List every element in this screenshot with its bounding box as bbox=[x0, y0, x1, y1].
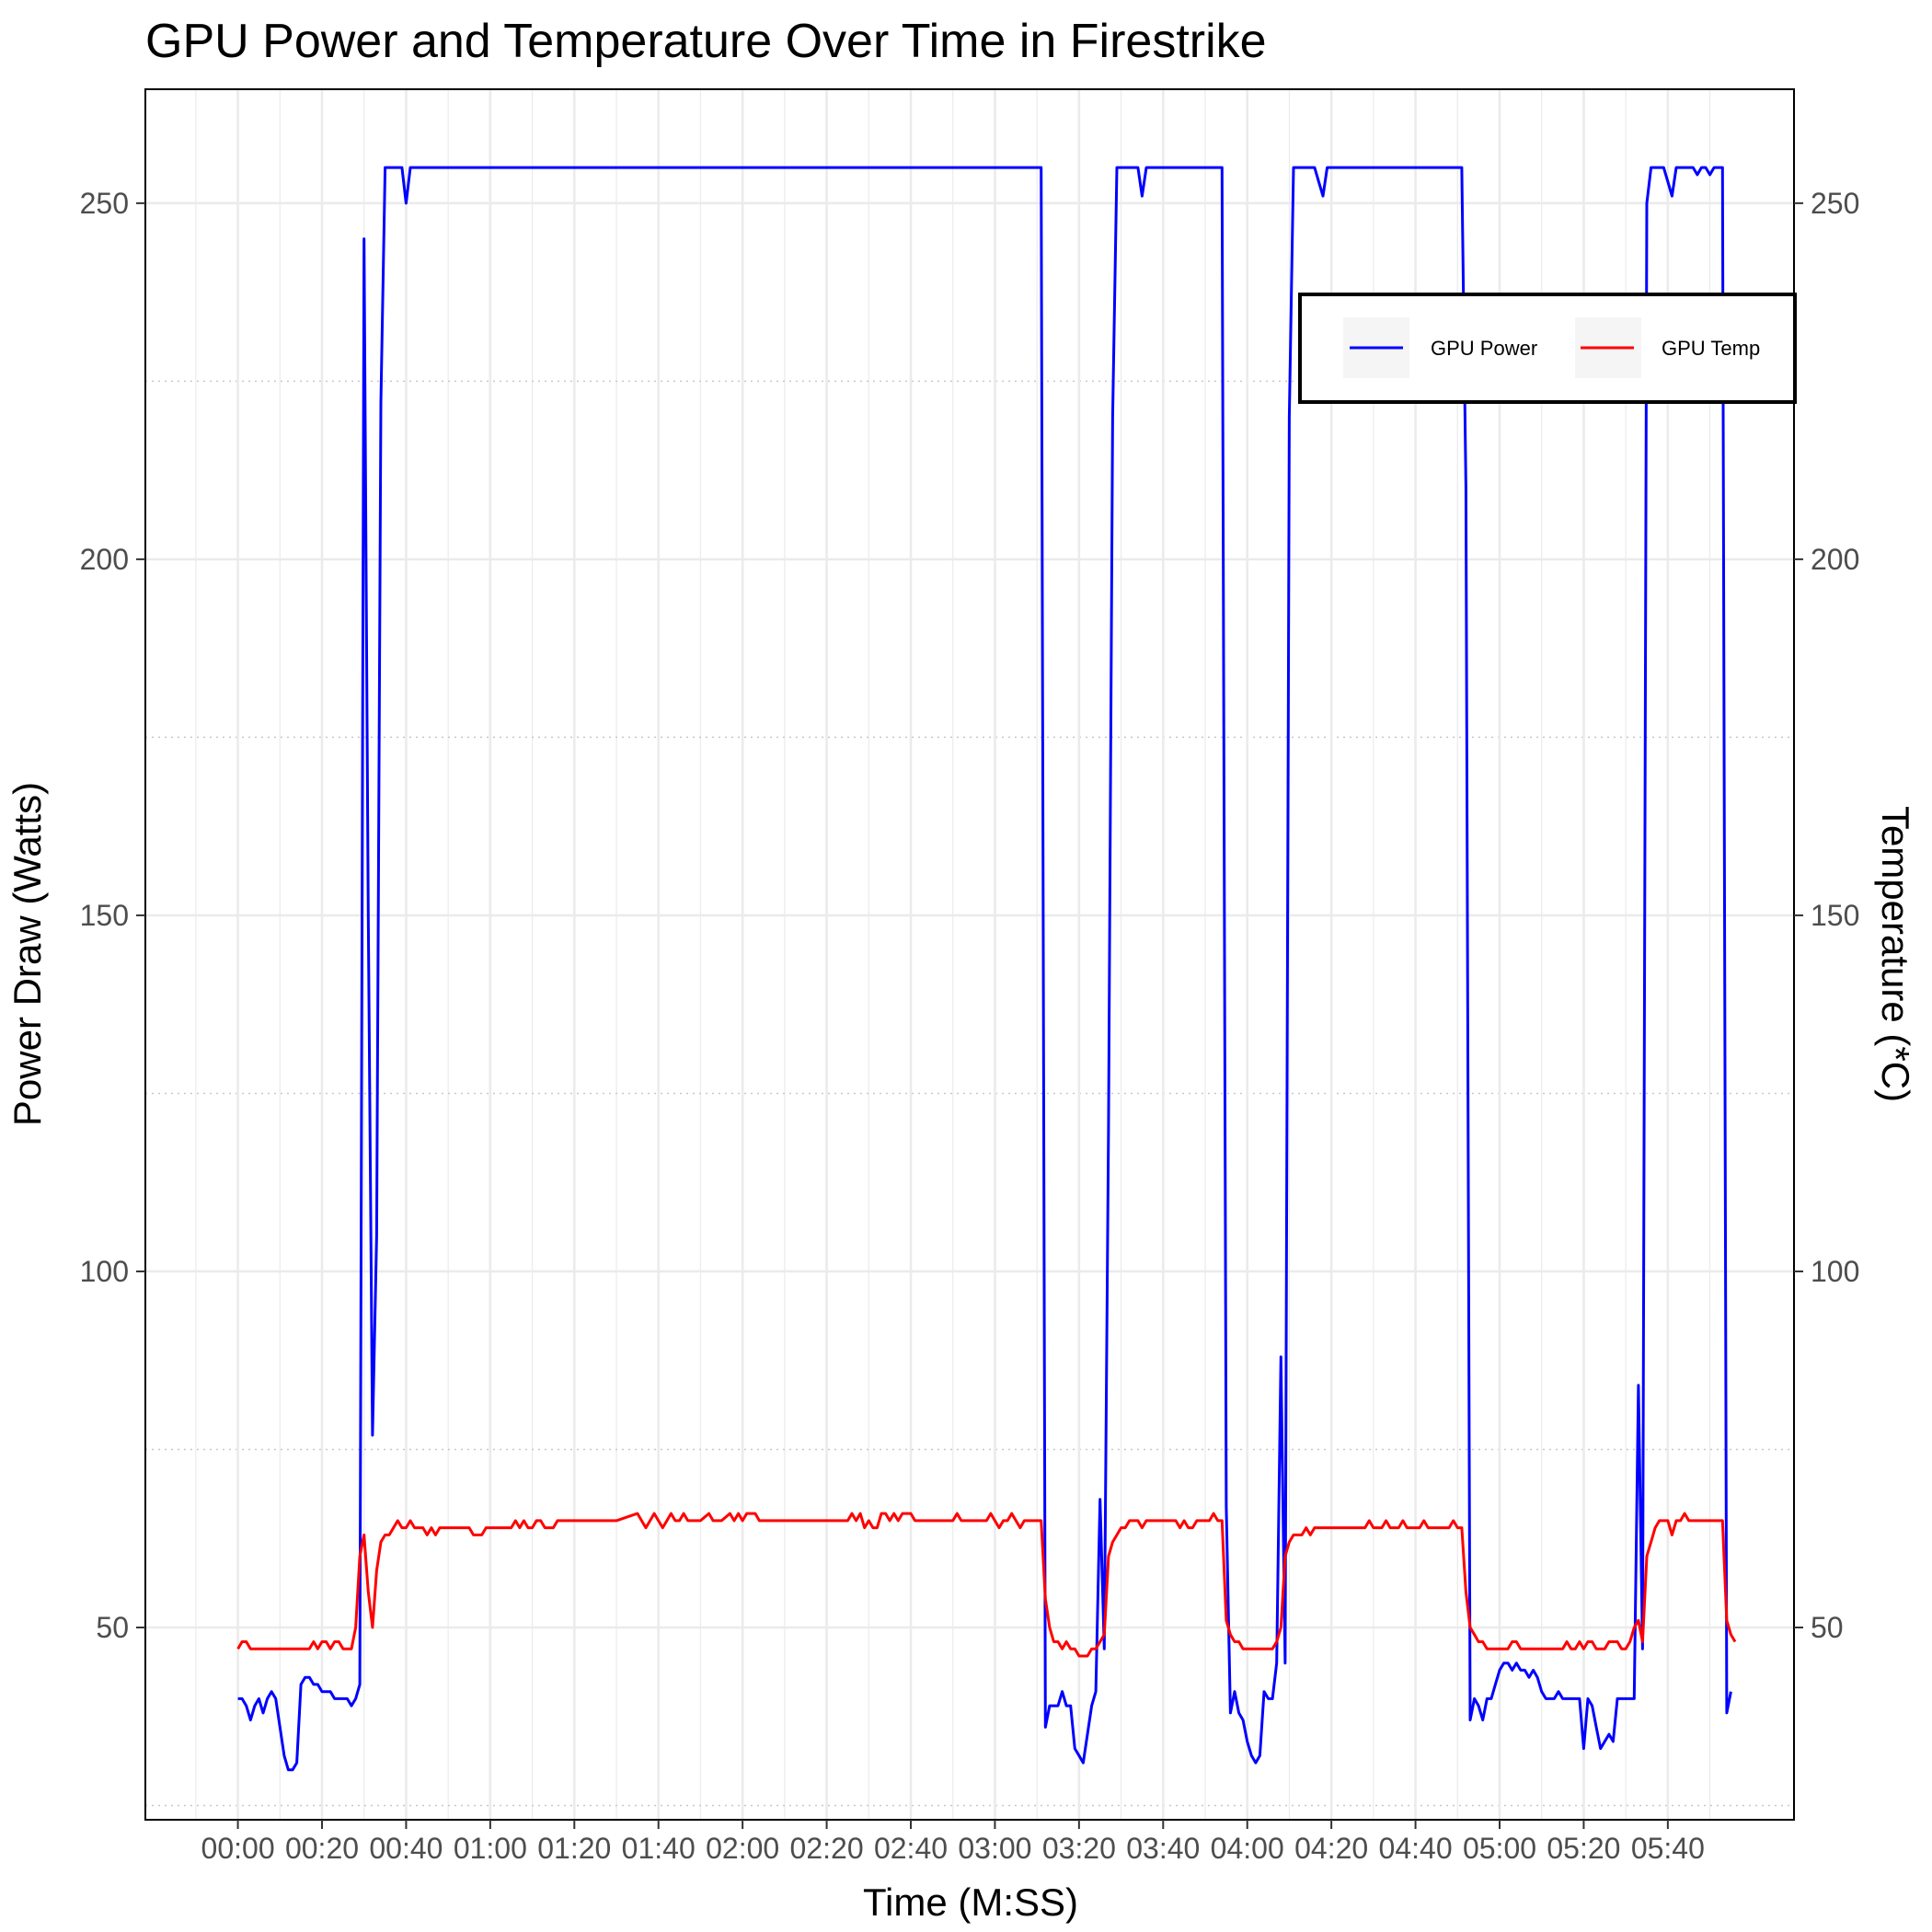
x-tick-label: 05:00 bbox=[1463, 1832, 1536, 1865]
y-tick-label: 50 bbox=[96, 1611, 129, 1644]
axes: 00:00 00:20 00:40 01:00 01:20 01:40 02:00 02:20… bbox=[80, 187, 1860, 1865]
x-tick-label: 04:40 bbox=[1379, 1832, 1453, 1865]
x-tick-label: 04:20 bbox=[1294, 1832, 1368, 1865]
x-tick-label: 00:40 bbox=[369, 1832, 443, 1865]
y2-tick-label: 200 bbox=[1811, 543, 1859, 576]
x-tick-label: 00:20 bbox=[285, 1832, 359, 1865]
x-tick-label: 02:00 bbox=[706, 1832, 779, 1865]
x-tick-label: 01:00 bbox=[454, 1832, 527, 1865]
y-axis-title: Power Draw (Watts) bbox=[6, 782, 49, 1126]
y2-axis-title: Temperature (*C) bbox=[1874, 806, 1917, 1102]
legend-label-temp: GPU Temp bbox=[1662, 337, 1760, 360]
y-tick-label: 100 bbox=[80, 1255, 129, 1288]
x-tick-label: 02:20 bbox=[790, 1832, 864, 1865]
x-tick-label: 04:00 bbox=[1211, 1832, 1284, 1865]
y-tick-label: 200 bbox=[80, 543, 129, 576]
x-tick-label: 03:40 bbox=[1126, 1832, 1200, 1865]
series-line-power bbox=[237, 166, 1732, 1772]
x-axis-title: Time (M:SS) bbox=[863, 1880, 1078, 1924]
x-tick-label: 05:20 bbox=[1547, 1832, 1620, 1865]
x-tick-label: 01:20 bbox=[537, 1832, 611, 1865]
y-tick-label: 250 bbox=[80, 187, 129, 220]
legend-label-power: GPU Power bbox=[1431, 337, 1537, 360]
chart-title: GPU Power and Temperature Over Time in F… bbox=[145, 15, 1267, 68]
x-tick-label: 02:40 bbox=[874, 1832, 948, 1865]
legend: GPU Power GPU Temp bbox=[1298, 293, 1797, 404]
y-tick-label: 150 bbox=[80, 899, 129, 932]
y2-tick-label: 150 bbox=[1811, 899, 1859, 932]
x-tick-label: 03:00 bbox=[958, 1832, 1031, 1865]
y2-tick-label: 100 bbox=[1811, 1255, 1859, 1288]
x-tick-label: 05:40 bbox=[1631, 1832, 1705, 1865]
y2-tick-label: 50 bbox=[1811, 1611, 1844, 1644]
x-tick-label: 00:00 bbox=[201, 1832, 275, 1865]
series-lines bbox=[236, 166, 1737, 1772]
x-tick-label: 01:40 bbox=[622, 1832, 696, 1865]
plot-border bbox=[144, 88, 1795, 1821]
series-line-temp bbox=[236, 1512, 1737, 1658]
x-tick-label: 03:20 bbox=[1042, 1832, 1116, 1865]
y2-tick-label: 250 bbox=[1811, 187, 1859, 220]
